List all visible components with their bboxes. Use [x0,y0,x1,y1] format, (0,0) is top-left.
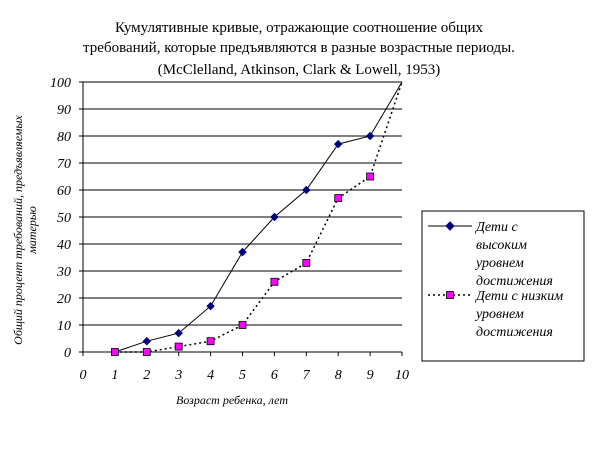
series-1 [110,81,403,357]
data-point [238,321,247,329]
legend-label: Дети с [474,220,519,235]
y-tick-label: 100 [50,76,71,91]
data-point [142,348,151,356]
x-tick-labels: 0 1 2 3 4 5 6 7 8 9 10 [80,368,410,383]
data-point [333,139,343,149]
chart-title: Кумулятивные кривые, отражающие соотноше… [83,20,515,78]
data-point [174,342,183,351]
legend-label: уровнем [474,307,524,322]
series-line [114,81,403,353]
data-point [301,185,311,195]
y-tick-label: 70 [57,157,71,172]
x-axis-title-text: Возраст ребенка, лет [176,393,288,407]
y-tick-label: 90 [57,103,71,118]
data-point [365,131,375,141]
x-tick-label: 6 [271,368,278,383]
y-axis-title-line: матерью [25,206,39,255]
x-tick-label: 1 [111,368,118,383]
legend-marker [446,291,454,299]
y-axis-title: Общий процент требований, предъявляемых м… [11,114,39,344]
data-point [302,258,311,267]
y-axis-title-line: Общий процент требований, предъявляемых [11,114,25,344]
gridlines [83,81,402,326]
data-point [142,336,152,346]
data-point [206,337,215,346]
data-point [366,172,375,181]
x-tick-label: 2 [143,368,150,383]
chart-title-line: Кумулятивные кривые, отражающие соотноше… [115,20,484,36]
x-axis-title: Возраст ребенка, лет [176,393,288,407]
x-tick-label: 7 [303,368,311,383]
data-point [206,301,215,311]
data-point [174,328,184,338]
y-tick-label: 40 [57,238,71,253]
legend-entry: Дети с высоким уровнем достижения [428,220,553,289]
x-tick-label: 3 [174,368,182,383]
y-tick-label: 0 [64,346,71,361]
data-point [270,277,279,286]
y-tick-label: 50 [57,211,71,226]
data-point [270,212,279,222]
data-point [111,348,119,356]
legend-label: достижения [476,325,553,340]
y-tick-label: 10 [57,319,71,334]
legend-marker [445,221,455,231]
chart-title-line: (McClelland, Atkinson, Clark & Lowell, 1… [158,62,440,78]
series [110,81,403,357]
legend-label: высоким [476,238,527,253]
x-tick-label: 4 [207,368,214,383]
legend-box [421,210,585,362]
y-tick-label: 60 [57,184,71,199]
chart-title-line: требований, которые предъявляются в разн… [83,40,515,56]
data-point [238,247,247,257]
y-tick-labels: 0 10 20 30 40 50 60 70 80 90 100 [50,76,71,361]
y-tick-label: 30 [56,265,71,280]
series-2 [111,81,403,356]
y-tick-label: 80 [57,130,71,145]
legend-label: уровнем [474,256,524,271]
legend-label: Дети с низким [474,289,563,304]
x-tick-label: 9 [367,368,374,383]
x-tick-label: 5 [239,368,246,383]
data-point [334,194,343,203]
x-tick-label: 0 [80,368,87,383]
legend-entry: Дети с низким уровнем достижения [428,289,563,340]
x-tick-label: 8 [335,368,342,383]
legend-label: достижения [476,274,553,289]
x-tick-label: 10 [395,368,409,383]
y-tick-label: 20 [57,292,71,307]
axes [79,81,403,356]
